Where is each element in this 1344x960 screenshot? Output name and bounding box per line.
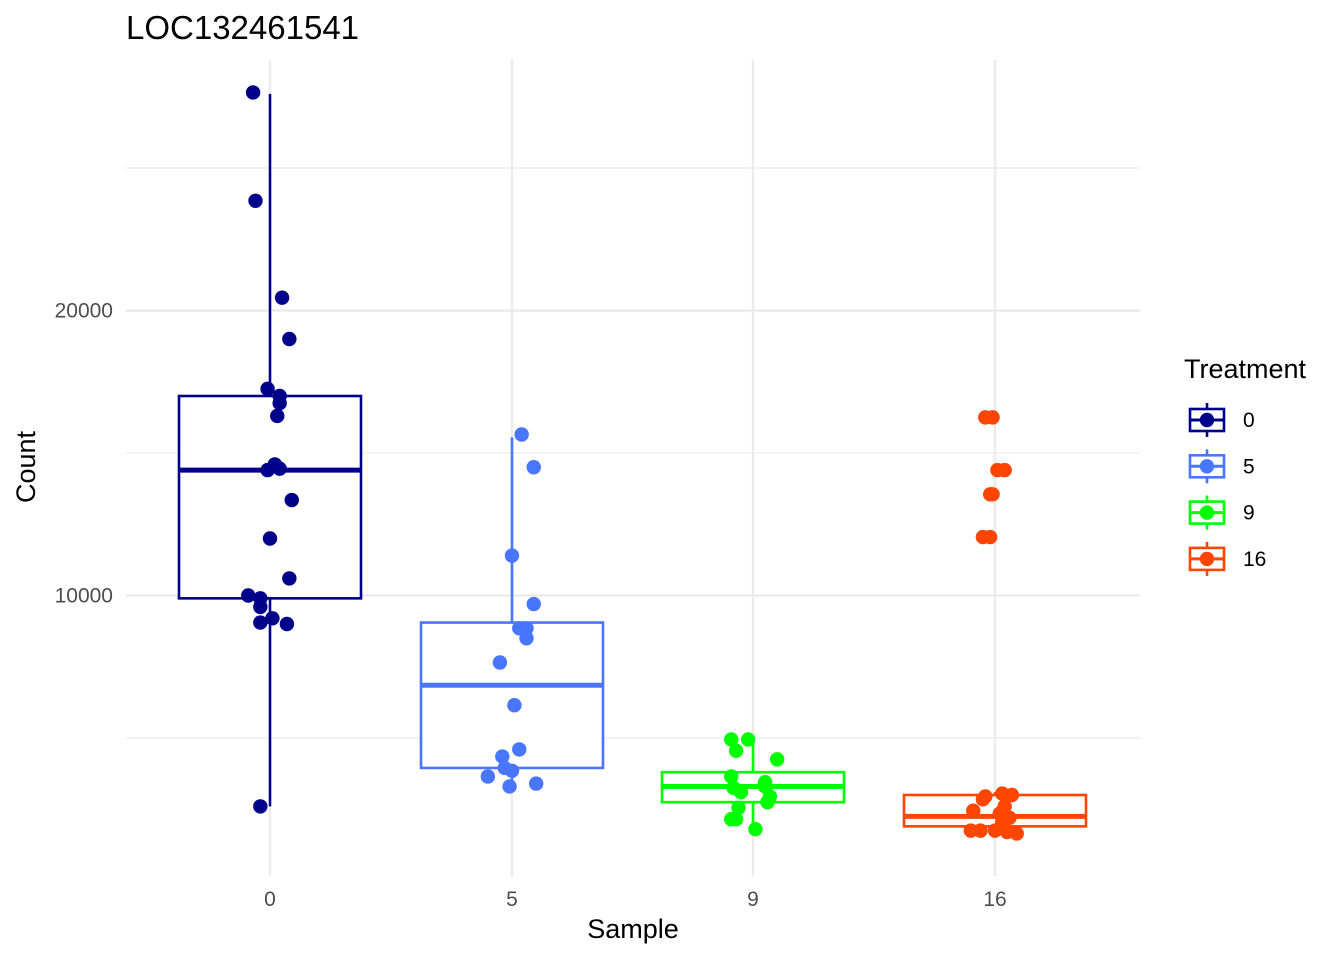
- data-point: [519, 631, 534, 646]
- chart-title: LOC132461541: [126, 9, 359, 46]
- data-point: [502, 779, 517, 794]
- tick-labels: 10000 20000 0 5 9 16: [55, 300, 1007, 912]
- data-point: [282, 331, 297, 347]
- box-layer: [177, 93, 1088, 833]
- data-point: [966, 803, 981, 818]
- data-point: [284, 492, 299, 508]
- data-point: [495, 749, 510, 764]
- data-point: [270, 408, 285, 424]
- data-point: [253, 599, 268, 615]
- box-body: [419, 621, 605, 770]
- legend-key-point: [1199, 551, 1215, 567]
- legend-entry-label: 0: [1243, 409, 1255, 432]
- data-point: [769, 752, 785, 767]
- data-point: [526, 596, 541, 612]
- data-point: [982, 529, 998, 545]
- legend-key-point: [1199, 505, 1215, 520]
- data-point: [272, 395, 287, 411]
- x-tick-label: 5: [506, 888, 518, 911]
- data-point: [526, 460, 541, 475]
- data-point: [260, 381, 275, 397]
- data-point: [272, 461, 287, 476]
- data-point: [504, 548, 520, 563]
- data-point: [245, 85, 261, 100]
- point-layer: [241, 85, 1024, 841]
- data-point: [260, 462, 275, 478]
- data-point: [748, 822, 763, 837]
- data-point: [987, 823, 1003, 838]
- data-point: [740, 732, 756, 747]
- data-point: [985, 487, 1000, 502]
- legend-key-point: [1199, 459, 1215, 474]
- data-point: [1009, 826, 1024, 841]
- data-point: [504, 763, 520, 778]
- y-tick-label: 10000: [55, 585, 113, 608]
- data-point: [262, 531, 278, 546]
- data-point: [492, 655, 508, 670]
- data-point: [760, 794, 775, 810]
- data-point: [274, 290, 290, 305]
- data-point: [973, 823, 988, 838]
- data-point: [241, 588, 256, 603]
- data-point: [728, 743, 744, 759]
- legend-title: Treatment: [1184, 354, 1307, 384]
- y-tick-label: 20000: [55, 300, 113, 323]
- data-point: [512, 742, 527, 757]
- data-point: [1004, 787, 1020, 803]
- data-point: [253, 615, 268, 630]
- legend-entry-label: 16: [1243, 548, 1266, 571]
- legend: Treatment 0 5 9 16: [1184, 354, 1307, 576]
- y-axis-label: Count: [11, 430, 41, 503]
- x-tick-label: 9: [747, 888, 759, 911]
- data-point: [724, 769, 739, 784]
- data-point: [279, 616, 295, 632]
- data-point: [253, 799, 268, 814]
- data-point: [265, 611, 280, 626]
- x-tick-label: 0: [264, 888, 276, 911]
- box-body: [177, 394, 363, 600]
- legend-entry-label: 9: [1243, 502, 1255, 525]
- data-point: [731, 800, 746, 816]
- data-point: [528, 776, 544, 791]
- legend-key-point: [1199, 412, 1215, 428]
- data-point: [724, 732, 739, 747]
- data-point: [519, 621, 534, 636]
- data-point: [248, 193, 263, 208]
- data-point: [733, 784, 749, 800]
- legend-entry-label: 5: [1243, 455, 1255, 478]
- data-point: [514, 427, 529, 442]
- data-point: [728, 812, 744, 827]
- data-point: [507, 698, 522, 713]
- data-point: [282, 571, 297, 586]
- data-point: [985, 410, 1000, 425]
- x-tick-label: 16: [983, 888, 1006, 911]
- data-point: [997, 462, 1012, 478]
- data-point: [480, 769, 496, 784]
- data-point: [975, 792, 991, 807]
- x-axis-label: Sample: [587, 914, 679, 944]
